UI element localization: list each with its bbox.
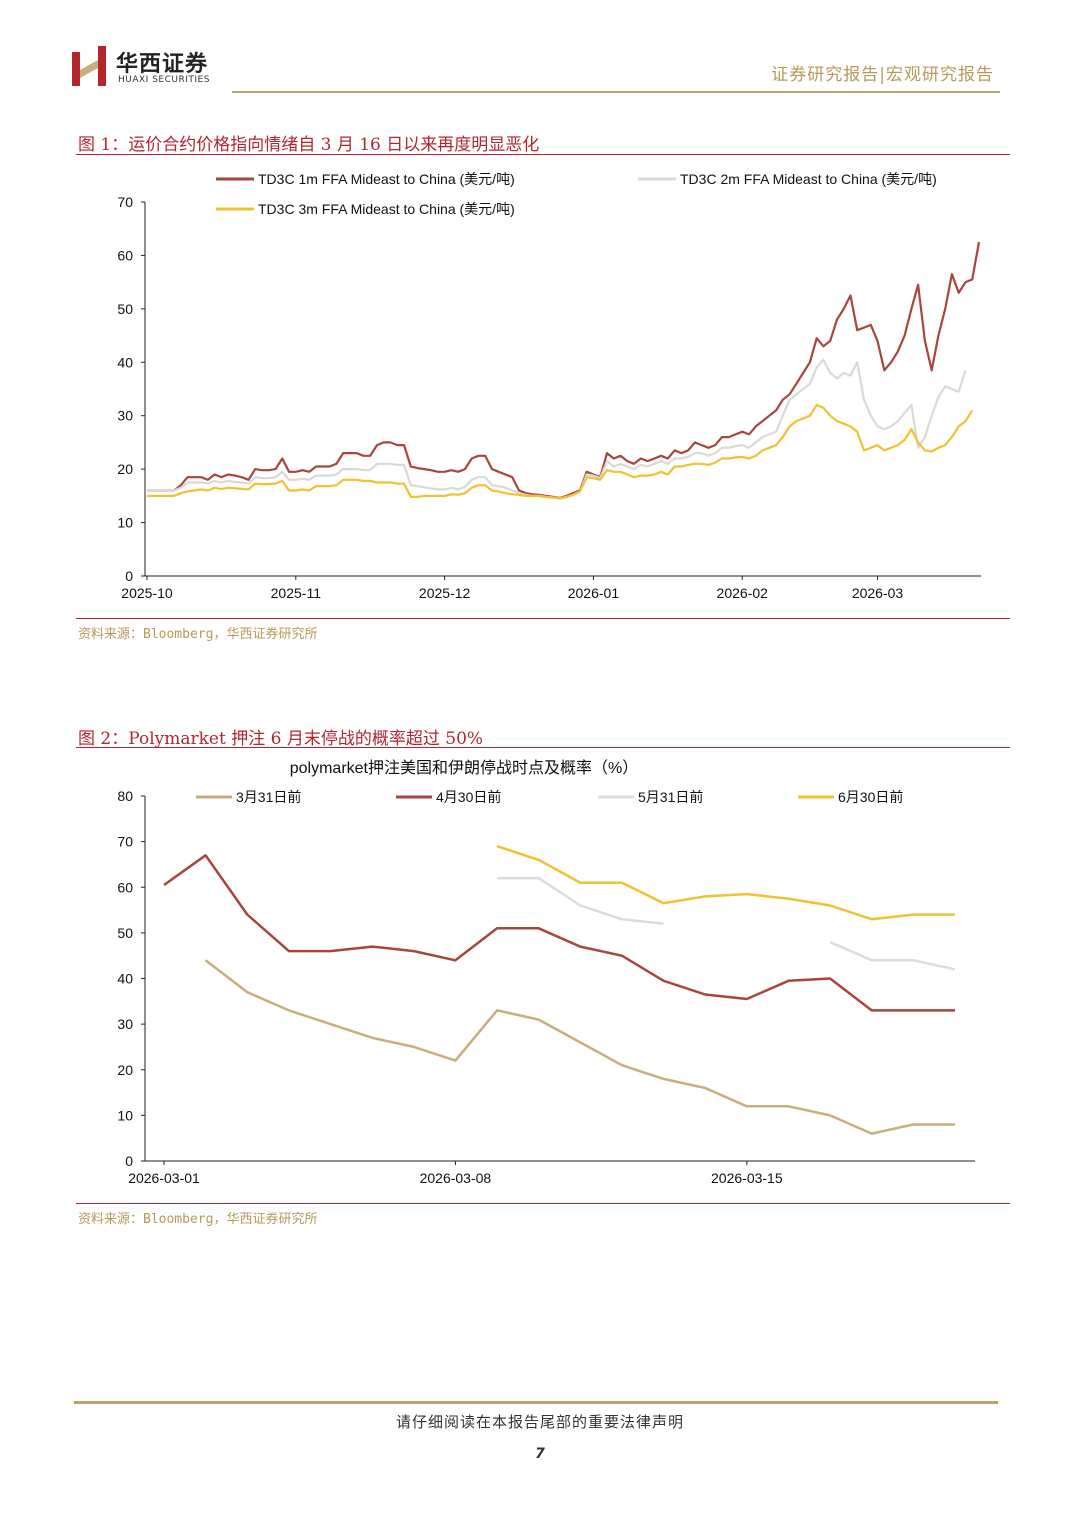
fig2-y-tick-label: 60	[117, 879, 133, 895]
fig1-x-tick-label: 2026-03	[852, 585, 904, 601]
figure2-chart: polymarket押注美国和伊朗停战时点及概率（%） 0 10 20 30 40 50 60…	[117, 759, 975, 1186]
fig1-x-tick-label: 2025-10	[121, 585, 173, 601]
fig2-y-tick-label: 80	[117, 788, 133, 804]
fig2-legend-label-4: 6月30日前	[838, 789, 903, 805]
figure2-title: 图 2：Polymarket 押注 6 月末停战的概率超过 50%	[78, 729, 484, 749]
fig2-legend-label-1: 3月31日前	[236, 789, 301, 805]
brand-name-cn: 华西证券	[116, 51, 209, 77]
fig1-legend-label-2: TD3C 2m FFA Mideast to China (美元/吨)	[680, 171, 937, 187]
fig1-series-line-3	[147, 403, 974, 500]
fig2-series-line-1	[204, 959, 955, 1135]
fig2-y-tick-label: 20	[117, 1062, 133, 1078]
fig2-legend-label-3: 5月31日前	[638, 789, 703, 805]
fig2-y-tick-label: 70	[117, 834, 133, 850]
page-number: 7	[535, 1446, 545, 1462]
fig1-series-line-2	[147, 358, 967, 500]
fig2-x-tick-label: 2026-03-01	[128, 1170, 200, 1186]
fig1-y-tick-label: 40	[117, 354, 133, 370]
figure2-bottom-rule	[76, 1203, 1010, 1204]
header-divider	[232, 91, 1000, 93]
figure1-bottom-rule	[76, 618, 1010, 619]
figure1-source: 资料来源：Bloomberg，华西证券研究所	[78, 627, 318, 642]
fig1-x-tick-label: 2026-02	[717, 585, 769, 601]
fig2-x-tick-label: 2026-03-15	[711, 1170, 783, 1186]
footer-divider	[74, 1401, 998, 1404]
fig2-y-tick-label: 40	[117, 971, 133, 987]
fig2-series-line-2	[163, 854, 955, 1012]
fig1-y-tick-label: 50	[117, 301, 133, 317]
fig1-y-tick-label: 20	[117, 461, 133, 477]
fig1-x-tick-label: 2026-01	[568, 585, 620, 601]
huaxi-logo-icon	[72, 46, 106, 86]
figure1-title: 图 1：运价合约价格指向情绪自 3 月 16 日以来再度明显恶化	[78, 135, 540, 155]
fig2-series-line-4	[496, 845, 955, 921]
fig1-x-tick-label: 2025-11	[271, 585, 322, 601]
figure1-chart: 0 10 20 30 40 50 60 70 2025-10 2025-11 2025-12 2026…	[117, 171, 981, 601]
legal-notice: 请仔细阅读在本报告尾部的重要法律声明	[395, 1413, 684, 1431]
fig2-x-tick-label: 2026-03-08	[420, 1170, 492, 1186]
fig2-y-tick-label: 10	[117, 1107, 133, 1123]
report-type: 证券研究报告|宏观研究报告	[771, 65, 994, 85]
fig1-y-tick-label: 0	[125, 568, 133, 584]
fig2-y-tick-label: 0	[125, 1153, 133, 1169]
fig1-y-tick-label: 70	[117, 194, 133, 210]
figure2-source: 资料来源：Bloomberg，华西证券研究所	[78, 1212, 318, 1227]
fig1-y-tick-label: 30	[117, 408, 133, 424]
fig2-y-tick-label: 50	[117, 925, 133, 941]
brand-name-en: HUAXI SECURITIES	[118, 75, 210, 85]
fig1-y-tick-label: 10	[117, 515, 133, 531]
figure2-top-rule	[76, 747, 1010, 748]
figure1-top-rule	[76, 154, 1010, 155]
fig1-legend-label-1: TD3C 1m FFA Mideast to China (美元/吨)	[258, 171, 515, 187]
fig1-y-tick-label: 60	[117, 247, 133, 263]
fig2-legend-label-2: 4月30日前	[436, 789, 501, 805]
fig2-y-tick-label: 30	[117, 1016, 133, 1032]
fig1-legend-label-3: TD3C 3m FFA Mideast to China (美元/吨)	[258, 201, 515, 217]
fig2-series-line-3	[497, 876, 956, 971]
fig2-chart-title: polymarket押注美国和伊朗停战时点及概率（%）	[290, 759, 638, 777]
fig1-x-tick-label: 2025-12	[419, 585, 471, 601]
